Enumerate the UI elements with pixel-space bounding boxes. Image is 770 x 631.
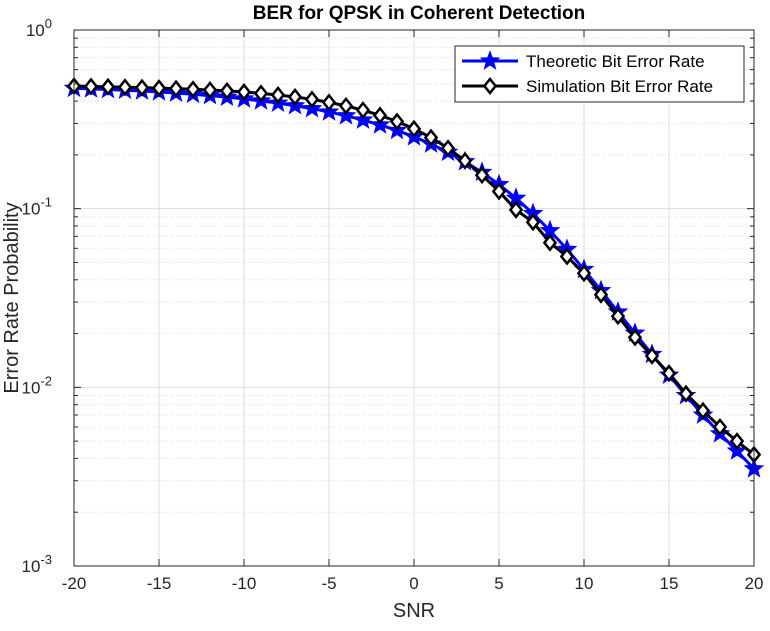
x-tick-label: -15	[147, 574, 172, 593]
diamond-marker	[338, 96, 354, 115]
diamond-marker	[695, 401, 711, 420]
diamond-marker	[236, 83, 252, 102]
diamond-marker	[321, 93, 337, 112]
x-tick-label: 5	[494, 574, 503, 593]
diamond-marker	[287, 87, 303, 106]
diamond-marker	[151, 79, 167, 98]
diamond-marker	[168, 79, 184, 98]
ticks: 10-3 10-2 10-1 100 -20 -15 -10 -5 0 5 10 15 20	[22, 16, 764, 593]
legend-label-simulation: Simulation Bit Error Rate	[526, 77, 713, 96]
diamond-marker	[304, 90, 320, 109]
y-tick-label: 10-1	[22, 195, 52, 219]
legend-label-theoretic: Theoretic Bit Error Rate	[526, 52, 705, 71]
diamond-marker	[457, 151, 473, 170]
legend-star-marker	[479, 50, 501, 70]
diamond-marker	[100, 77, 116, 96]
diamond-marker	[576, 264, 592, 283]
diamond-marker	[440, 139, 456, 158]
x-tick-label: 10	[575, 574, 594, 593]
diamond-marker	[253, 84, 269, 103]
diamond-marker	[185, 80, 201, 99]
diamond-marker	[610, 307, 626, 326]
diamond-marker	[661, 364, 677, 383]
diamond-marker	[83, 77, 99, 96]
diamond-marker	[474, 166, 490, 185]
diamond-marker	[202, 81, 218, 100]
x-tick-label: 15	[660, 574, 679, 593]
legend-marker-simulation	[482, 76, 498, 96]
diamond-marker	[729, 432, 745, 451]
diamond-marker	[508, 200, 524, 219]
diamond-marker	[678, 384, 694, 403]
legend-box	[454, 45, 745, 103]
diamond-marker	[355, 101, 371, 120]
y-tick-label: 10-3	[22, 552, 52, 576]
diamond-marker	[644, 346, 660, 365]
diamond-marker	[593, 285, 609, 304]
x-tick-label: 0	[409, 574, 418, 593]
series-group	[63, 77, 765, 478]
x-tick-label: 20	[745, 574, 764, 593]
x-axis-label: SNR	[393, 600, 435, 622]
diamond-marker	[372, 106, 388, 125]
diamond-marker	[134, 78, 150, 97]
x-tick-label: -10	[232, 574, 257, 593]
diamond-marker	[559, 247, 575, 266]
diamond-marker	[423, 128, 439, 147]
legend-marker-theoretic	[479, 50, 501, 70]
y-tick-label: 100	[26, 16, 52, 40]
diamond-marker	[491, 182, 507, 201]
diamond-marker	[712, 417, 728, 436]
diamond-marker	[406, 119, 422, 138]
y-axis-label: Error Rate Probability	[1, 202, 23, 393]
x-tick-label: -5	[321, 574, 336, 593]
y-tick-label: 10-2	[22, 373, 52, 397]
diamond-marker	[542, 233, 558, 252]
series-simulation	[66, 77, 762, 464]
diamond-marker	[219, 81, 235, 100]
legend: Theoretic Bit Error Rate Simulation Bit …	[454, 45, 745, 103]
chart-title: BER for QPSK in Coherent Detection	[253, 3, 586, 24]
diamond-marker	[270, 85, 286, 104]
diamond-marker	[389, 112, 405, 131]
diamond-marker	[627, 328, 643, 347]
x-tick-label: -20	[62, 574, 87, 593]
diamond-marker	[117, 78, 133, 97]
legend-diamond-marker	[482, 76, 498, 96]
diamond-marker	[525, 213, 541, 232]
